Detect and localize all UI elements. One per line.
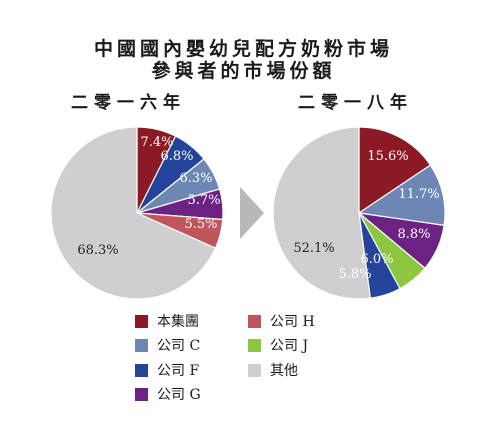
legend-label: 本集團 xyxy=(157,314,199,330)
pie-2016-title: 二零一六年 xyxy=(71,93,186,113)
legend-label: 公司 H xyxy=(270,314,315,330)
legend-label: 其他 xyxy=(270,363,298,379)
pie-2018-slice-company_c xyxy=(357,164,446,227)
pie-2018-slice-others xyxy=(272,126,371,300)
legend-swatch xyxy=(248,363,261,377)
legend-swatch xyxy=(135,338,148,352)
legend-item-company_self: 本集團 xyxy=(135,312,199,330)
legend-swatch xyxy=(248,314,261,328)
legend-item-company_c: 公司 C xyxy=(135,336,200,354)
legend-item-company_h: 公司 H xyxy=(248,312,315,330)
pie-2016-label-company_f: 6.8% xyxy=(160,149,193,164)
legend-label: 公司 G xyxy=(157,387,201,403)
legend-item-company_f: 公司 F xyxy=(135,361,199,379)
pie-2018-label-company_f: 5.8% xyxy=(338,267,371,282)
pie-2018-label-company_c: 11.7% xyxy=(398,187,439,202)
transition-arrow-icon xyxy=(240,187,264,239)
legend-label: 公司 J xyxy=(270,338,309,354)
legend-swatch xyxy=(135,363,148,377)
chart-title-line2: 參與者的市場份額 xyxy=(151,60,336,82)
pie-2018-label-company_self: 15.6% xyxy=(367,149,408,164)
pie-2018-label-company_g: 8.8% xyxy=(397,227,430,242)
pie-2016-label-company_c: 6.3% xyxy=(179,171,212,186)
legend-swatch xyxy=(135,314,148,328)
legend-label: 公司 F xyxy=(157,363,200,379)
pie-2016-slice-others xyxy=(50,126,217,300)
legend-label: 公司 C xyxy=(157,338,201,354)
pie-2018-title: 二零一八年 xyxy=(298,93,413,113)
chart-title-line1: 中國國內嬰幼兒配方奶粉市場 xyxy=(93,38,393,60)
pie-2016-label-company_g: 5.7% xyxy=(187,193,220,208)
legend-item-others: 其他 xyxy=(248,361,298,379)
pie-2018-label-others: 52.1% xyxy=(293,241,334,256)
pie-2016-label-company_h: 5.5% xyxy=(184,217,217,232)
pie-2016-label-others: 68.3% xyxy=(77,243,118,258)
legend-item-company_g: 公司 G xyxy=(135,385,201,403)
pie-2018-label-company_j: 6.0% xyxy=(360,252,393,267)
pie-2018-slice-company_self xyxy=(358,126,432,215)
pie-2016-label-company_self: 7.4% xyxy=(140,135,173,150)
legend-item-company_j: 公司 J xyxy=(248,336,308,354)
legend-swatch xyxy=(135,387,148,401)
legend-swatch xyxy=(248,338,261,352)
